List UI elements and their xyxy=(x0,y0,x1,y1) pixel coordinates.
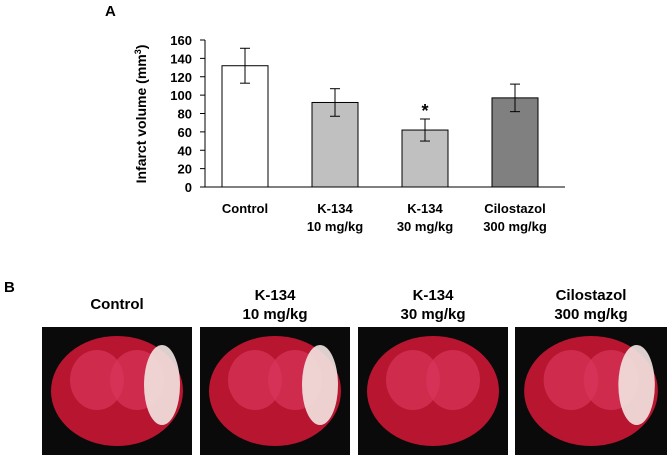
y-tick-label: 140 xyxy=(170,51,192,66)
y-tick-label: 60 xyxy=(178,125,192,140)
panel-label: A xyxy=(105,3,116,20)
y-tick-label: 100 xyxy=(170,88,192,103)
y-axis-label: Infarct volume (mm3) xyxy=(133,45,149,184)
y-tick-label: 120 xyxy=(170,70,192,85)
x-tick-label: Cilostazol xyxy=(484,201,545,216)
error-bar xyxy=(420,118,430,142)
brain-highlight xyxy=(228,350,282,410)
infarct-area xyxy=(302,345,338,425)
bar xyxy=(221,65,269,188)
error-bar xyxy=(330,88,340,117)
y-tick-label: 20 xyxy=(178,162,192,177)
error-bar xyxy=(240,47,250,84)
x-tick-label: K-134 xyxy=(407,201,443,216)
y-tick-label: 160 xyxy=(170,33,192,48)
x-tick-label: 30 mg/kg xyxy=(397,219,453,234)
brain-highlight xyxy=(70,350,124,410)
error-bar xyxy=(510,83,520,113)
image-label: 10 mg/kg xyxy=(242,306,307,323)
infarct-area xyxy=(618,345,655,425)
brain-highlight xyxy=(543,350,599,410)
x-tick-label: 10 mg/kg xyxy=(307,219,363,234)
image-label: K-134 xyxy=(413,287,455,304)
brain-slices: Control K-134 10 mg/kg K-134 30 mg/kg Cilosta… xyxy=(42,287,667,455)
y-tick-label: 80 xyxy=(178,107,192,122)
bar xyxy=(491,97,539,188)
panel-label: B xyxy=(4,279,15,296)
annotation: * xyxy=(421,101,428,121)
y-tick-label: 40 xyxy=(178,143,192,158)
x-tick-label: Control xyxy=(222,201,268,216)
x-tick-label: K-134 xyxy=(317,201,353,216)
image-label: K-134 xyxy=(255,287,297,304)
brain-highlight xyxy=(426,350,480,410)
image-label: Cilostazol xyxy=(556,287,627,304)
x-tick-label: 300 mg/kg xyxy=(483,219,547,234)
image-label: Control xyxy=(90,296,143,313)
infarct-area xyxy=(144,345,180,425)
brain-highlight xyxy=(386,350,440,410)
y-tick-label: 0 xyxy=(185,180,192,195)
image-label: 300 mg/kg xyxy=(554,306,627,323)
image-label: 30 mg/kg xyxy=(400,306,465,323)
